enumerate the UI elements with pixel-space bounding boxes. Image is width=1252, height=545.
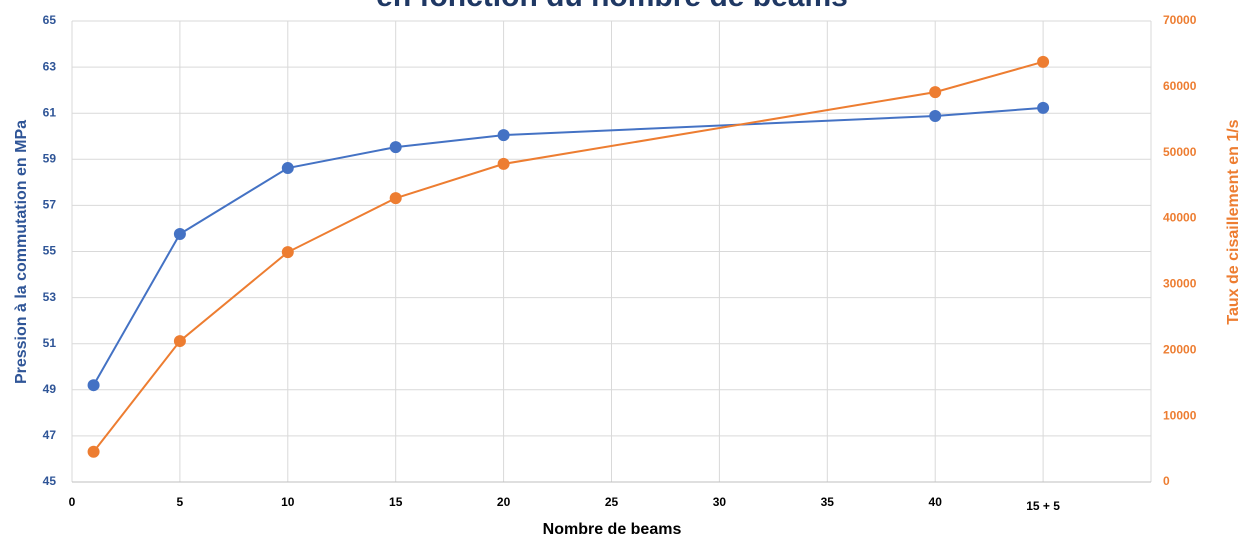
data-point (87, 445, 100, 458)
y-tick-label: 55 (43, 244, 57, 258)
y-tick-label: 65 (43, 13, 57, 27)
y2-tick-label: 70000 (1163, 13, 1197, 27)
x-tick-label: 0 (69, 495, 76, 509)
series-line (92, 60, 1044, 453)
x-tick-label: 10 (281, 495, 295, 509)
x-tick-label: 35 (821, 495, 835, 509)
y2-tick-label: 50000 (1163, 145, 1197, 159)
y-tick-label: 49 (43, 382, 57, 396)
x-tick-label: 25 (605, 495, 619, 509)
y-tick-label: 57 (43, 198, 57, 212)
y-tick-label: 47 (43, 428, 57, 442)
data-point (281, 162, 294, 175)
y2-tick-label: 40000 (1163, 211, 1197, 225)
y2-tick-label: 20000 (1163, 342, 1197, 356)
data-point (173, 335, 186, 348)
y-tick-label: 61 (43, 105, 57, 119)
y2-tick-label: 10000 (1163, 408, 1197, 422)
data-point (497, 157, 510, 170)
data-point (497, 129, 510, 142)
x-tick-label: 5 (177, 495, 184, 509)
data-point (389, 192, 402, 205)
data-point (929, 86, 942, 99)
y2-axis-title: Taux de cisaillement en 1/s (1225, 119, 1242, 324)
y2-tick-label: 0 (1163, 474, 1170, 488)
y-tick-label: 63 (43, 59, 57, 73)
y2-tick-label: 30000 (1163, 277, 1197, 291)
y-axis-title: Pression à la commutation en MPa (13, 120, 30, 384)
x-tick-label: 30 (713, 495, 727, 509)
y2-tick-label: 60000 (1163, 79, 1197, 93)
x-tick-label: 20 (497, 495, 511, 509)
x-tick-label: 15 + 5 (1026, 499, 1060, 513)
data-point (929, 109, 942, 122)
x-axis-title: Nombre de beams (543, 521, 682, 538)
data-point (281, 246, 294, 259)
data-point (1037, 55, 1050, 68)
y-tick-label: 53 (43, 290, 57, 304)
y-tick-label: 59 (43, 151, 57, 165)
y-tick-label: 45 (43, 474, 57, 488)
x-tick-label: 40 (929, 495, 943, 509)
data-point (87, 379, 100, 392)
data-point (173, 227, 186, 240)
data-point (389, 141, 402, 154)
x-tick-label: 15 (389, 495, 403, 509)
chart-title: en fonction du nombre de beams (376, 0, 848, 13)
data-point (1037, 101, 1050, 114)
y-tick-label: 51 (43, 336, 57, 350)
